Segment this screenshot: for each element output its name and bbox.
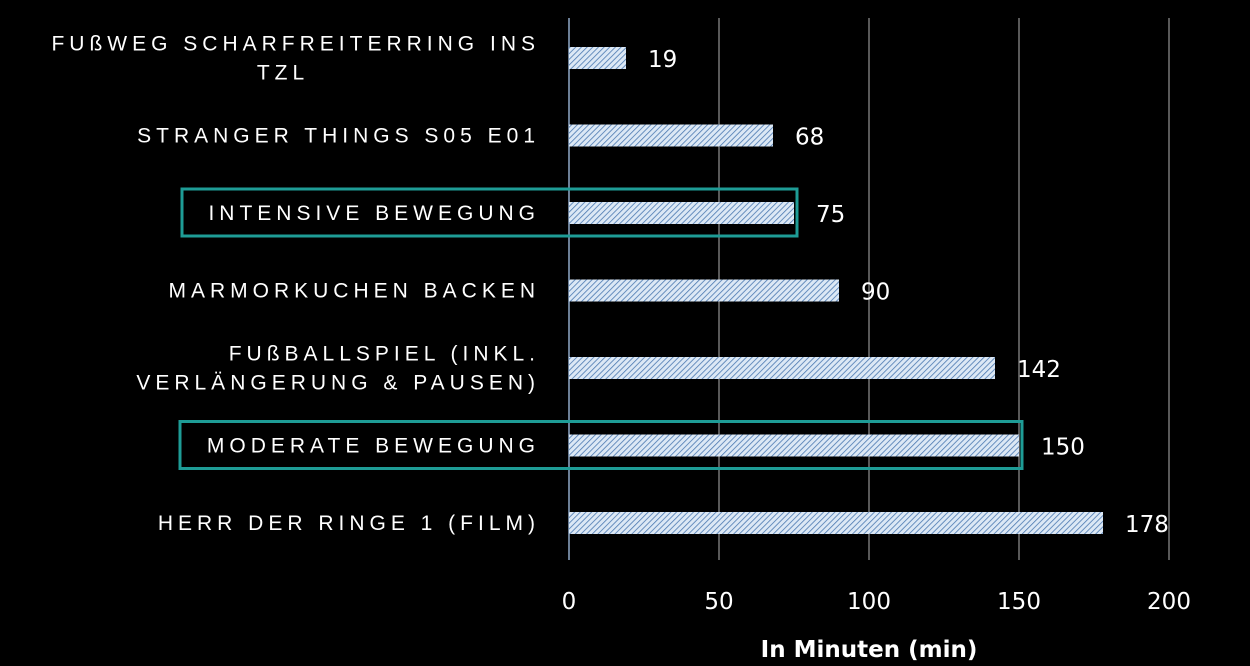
category-label: VERLÄNGERUNG & PAUSEN) — [136, 372, 540, 395]
category-label: FUßWEG SCHARFREITERRING INS — [51, 33, 540, 56]
x-tick-label: 50 — [704, 589, 733, 615]
category-label: FUßBALLSPIEL (INKL. — [229, 343, 540, 366]
data-label: 68 — [795, 125, 824, 151]
x-tick-label: 100 — [847, 589, 891, 615]
bars — [569, 47, 1103, 534]
data-label: 90 — [861, 280, 890, 306]
highlight-box — [180, 187, 799, 238]
category-label: MODERATE BEWEGUNG — [207, 435, 540, 458]
data-label: 75 — [816, 202, 845, 228]
x-tick-label: 150 — [997, 589, 1041, 615]
category-label: INTENSIVE BEWEGUNG — [208, 202, 540, 225]
x-tick-label: 0 — [562, 589, 577, 615]
x-tick-label: 200 — [1147, 589, 1191, 615]
category-label: TZL — [257, 62, 309, 85]
data-label: 150 — [1041, 435, 1085, 461]
bar — [569, 202, 794, 224]
bar — [569, 512, 1103, 534]
labels: 0 50 100 150 200 19 FUßWEG SCHARFREITERRING IN… — [51, 33, 1190, 616]
data-label: 142 — [1017, 357, 1061, 383]
data-label: 178 — [1125, 512, 1169, 538]
category-label: STRANGER THINGS S05 E01 — [137, 125, 540, 148]
bar — [569, 434, 1019, 457]
category-label: MARMORKUCHEN BACKEN — [168, 280, 540, 303]
bar — [569, 279, 839, 302]
bar — [569, 357, 995, 379]
data-label: 19 — [648, 47, 677, 73]
highlight-boxes — [178, 187, 1024, 470]
category-label: HERR DER RINGE 1 (FILM) — [158, 512, 540, 535]
x-axis-title: In Minuten (min) — [761, 637, 978, 663]
bar — [569, 47, 626, 69]
highlight-box — [178, 420, 1024, 470]
bar — [569, 124, 773, 147]
